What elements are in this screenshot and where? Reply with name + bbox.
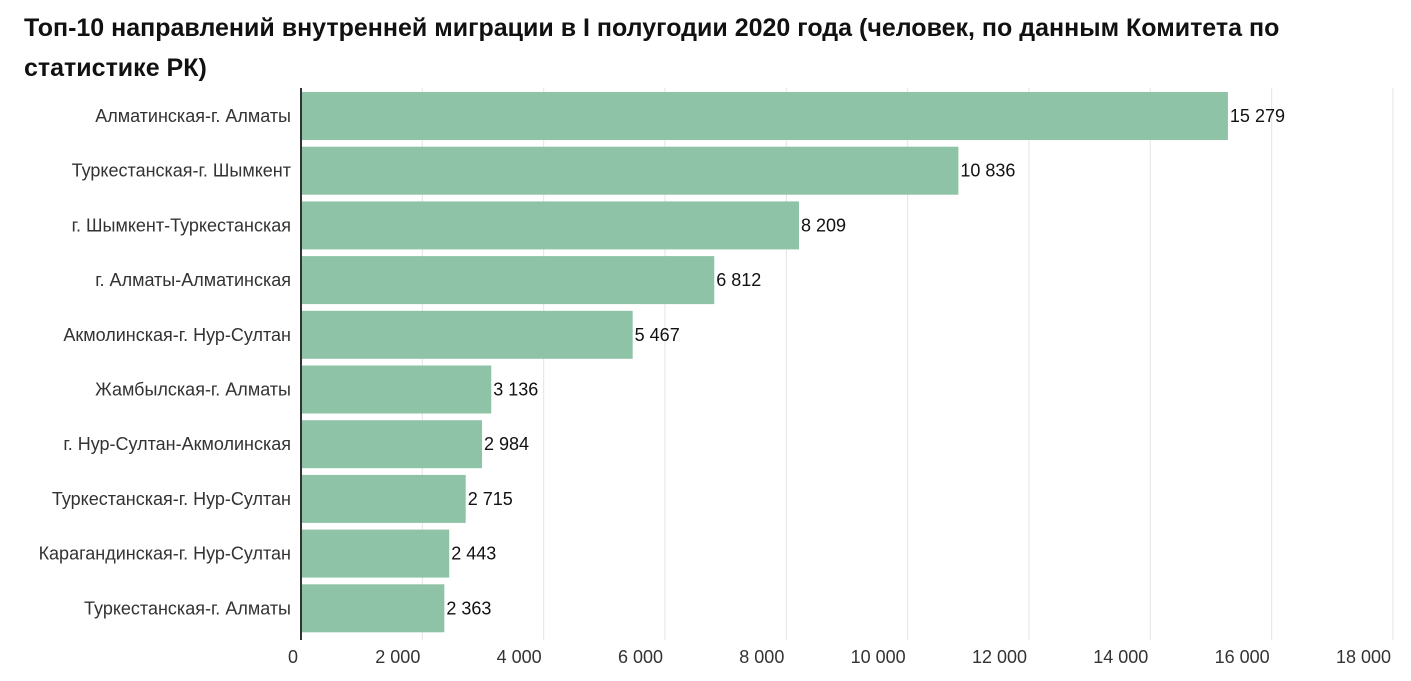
bar	[301, 92, 1228, 140]
x-tick-label: 4 000	[497, 647, 542, 667]
category-label: Жамбылская-г. Алматы	[95, 380, 291, 400]
value-labels: 15 279 10 836 8 209 6 812 5 467 3 136 2 984 2 7…	[446, 106, 1285, 618]
bar-value-label: 2 715	[468, 489, 513, 509]
chart-title: Топ-10 направлений внутренней миграции в…	[24, 14, 1280, 82]
x-tick-label: 8 000	[739, 647, 784, 667]
category-label: Туркестанская-г. Шымкент	[72, 161, 291, 181]
bar-value-label: 2 363	[446, 598, 491, 618]
category-labels: Алматинская-г. Алматы Туркестанская-г. Шы…	[39, 106, 291, 618]
x-tick-label: 18 000	[1336, 647, 1391, 667]
category-label: Туркестанская-г. Алматы	[84, 598, 291, 618]
x-tick-label: 16 000	[1215, 647, 1270, 667]
bar-value-label: 5 467	[635, 325, 680, 345]
bar-value-label: 6 812	[716, 270, 761, 290]
bar-value-label: 2 984	[484, 434, 529, 454]
bar	[301, 365, 492, 414]
bar-value-label: 10 836	[960, 161, 1015, 181]
bars	[301, 92, 1228, 633]
bar	[301, 146, 959, 195]
category-label: г. Нур-Султан-Акмолинская	[63, 434, 291, 454]
x-tick-label: 2 000	[375, 647, 420, 667]
x-tick-label: 10 000	[851, 647, 906, 667]
x-tick-label: 12 000	[972, 647, 1027, 667]
bar-value-label: 2 443	[451, 544, 496, 564]
category-label: г. Шымкент-Туркестанская	[72, 215, 291, 235]
category-label: Акмолинская-г. Нур-Султан	[63, 325, 291, 345]
bar	[301, 529, 450, 578]
bar	[301, 256, 715, 305]
x-tick-label: 14 000	[1093, 647, 1148, 667]
bar-value-label: 8 209	[801, 215, 846, 235]
category-label: г. Алматы-Алматинская	[95, 270, 291, 290]
category-label: Туркестанская-г. Нур-Султан	[52, 489, 291, 509]
bar	[301, 310, 633, 359]
bar-value-label: 3 136	[493, 380, 538, 400]
x-tick-label: 0	[288, 647, 298, 667]
x-tick-label: 6 000	[618, 647, 663, 667]
bar	[301, 584, 445, 633]
category-label: Карагандинская-г. Нур-Султан	[39, 544, 291, 564]
bar-value-label: 15 279	[1230, 106, 1285, 126]
category-label: Алматинская-г. Алматы	[95, 106, 291, 126]
tick-labels: 0 2 000 4 000 6 000 8 000 10 000 12 000 14 000 1…	[288, 647, 1391, 667]
bar	[301, 420, 483, 469]
bar	[301, 474, 466, 523]
bar	[301, 201, 800, 250]
